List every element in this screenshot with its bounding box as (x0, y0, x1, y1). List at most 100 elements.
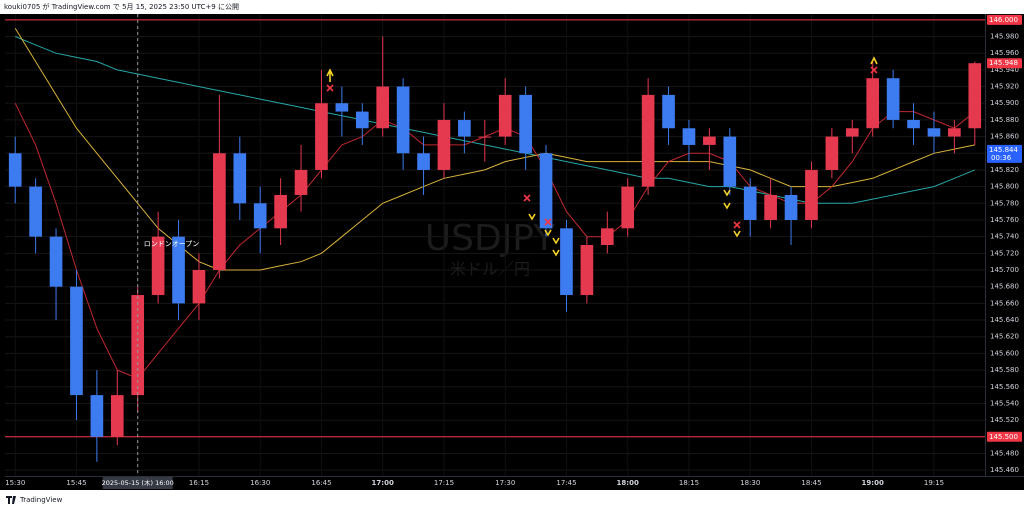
candle-body (437, 119, 451, 170)
signal-down (723, 189, 731, 210)
y-tick-label: 145.960 (990, 49, 1019, 57)
y-tick-label: 145.460 (990, 466, 1019, 474)
candle-body (825, 136, 839, 170)
candle-body (682, 128, 696, 145)
plot-layer: 145.460 145.480 145.500 145.520 145.540 145.5… (5, 14, 1022, 489)
y-tick-label: 145.680 (990, 283, 1019, 291)
y-tick-label: 145.660 (990, 299, 1019, 307)
y-tick-label: 145.920 (990, 83, 1019, 91)
candle-body (764, 194, 777, 220)
crosshair-label: 2025-05-15 (木) 16:00 (102, 478, 174, 487)
y-tick-label: 145.940 (990, 66, 1019, 74)
candle-body (580, 245, 594, 296)
candle-body (621, 186, 635, 229)
y-tick-label: 145.820 (990, 166, 1019, 174)
candle-body (560, 228, 573, 296)
candle-body (315, 103, 328, 170)
candle-body (29, 186, 42, 237)
candle-body (417, 153, 430, 170)
candle-body (845, 128, 859, 137)
candle-body (70, 286, 83, 396)
x-tick-label: 18:00 (617, 479, 639, 487)
ma-price-label-bg (987, 144, 1022, 163)
candle-body (151, 236, 165, 296)
x-tick-label: 17:00 (372, 479, 394, 487)
hline-label-bg (987, 431, 1022, 442)
watermark-description: 米ドル／円 (450, 260, 530, 279)
x-tick-label: 17:30 (495, 479, 515, 487)
x-tick-label: 16:45 (311, 479, 331, 487)
header-bar (0, 0, 1024, 14)
candle-body (600, 228, 614, 245)
candle-body (110, 395, 124, 437)
candle-body (253, 203, 267, 229)
candle-body (662, 94, 675, 129)
candle-body (233, 153, 247, 204)
y-tick-label: 145.760 (990, 216, 1019, 224)
y-tick-label: 145.980 (990, 33, 1019, 41)
candle-body (886, 78, 900, 120)
candle-body (478, 136, 492, 138)
annotation: ロンドンオープン (144, 240, 200, 248)
candle-body (355, 111, 369, 129)
candle-body (907, 119, 920, 129)
y-tick-label: 145.520 (990, 416, 1019, 424)
watermark-symbol: USDJPY (425, 218, 556, 259)
x-tick-label: 16:15 (189, 479, 209, 487)
hline-label: 146.000 (989, 16, 1018, 24)
y-tick-label: 145.880 (990, 116, 1019, 124)
y-tick-label: 145.640 (990, 316, 1019, 324)
y-tick-label: 145.740 (990, 233, 1019, 241)
candle-body (703, 136, 716, 145)
candle-body (519, 94, 532, 154)
candle-body (49, 236, 63, 287)
candle-body (335, 103, 349, 112)
x-tick-label: 17:45 (556, 479, 576, 487)
y-tick-label: 145.860 (990, 133, 1019, 141)
signal-x (326, 84, 334, 92)
x-tick-label: 18:30 (740, 479, 760, 487)
signal-up (326, 68, 334, 82)
hline-label-bg (987, 14, 1022, 25)
x-tick-label: 19:15 (924, 479, 944, 487)
candle-body (90, 395, 104, 437)
signal-up (870, 56, 878, 65)
candle-body (927, 128, 941, 137)
signal-down (552, 237, 560, 257)
candle-body (805, 169, 818, 220)
candle-body (968, 63, 982, 129)
signal-down (544, 229, 552, 237)
x-tick-label: 19:00 (862, 479, 884, 487)
candle-body (274, 194, 287, 229)
signal-x (870, 66, 878, 74)
header-text: kouki0705 が TradingView.com で 5月 15, 202… (4, 2, 239, 11)
y-tick-label: 145.620 (990, 333, 1019, 341)
hline-label: 145.500 (989, 433, 1018, 441)
signal-x (544, 218, 552, 226)
candle-body (8, 153, 22, 187)
candle-body (866, 78, 880, 129)
y-tick-label: 145.900 (990, 99, 1019, 107)
signal-markers (326, 56, 878, 257)
y-tick-label: 145.700 (990, 266, 1019, 274)
x-tick-label: 16:30 (250, 479, 270, 487)
footer-logo (6, 496, 16, 504)
candle-body (743, 186, 757, 220)
signal-down (733, 230, 741, 238)
y-tick-label: 145.480 (990, 449, 1019, 457)
x-tick-label: 15:45 (66, 479, 86, 487)
y-tick-label: 145.600 (990, 349, 1019, 357)
y-tick-label: 145.540 (990, 399, 1019, 407)
candle-body (784, 194, 798, 220)
candle-body (641, 94, 655, 187)
y-tick-label: 145.560 (990, 383, 1019, 391)
candle-body (192, 270, 206, 304)
candle-body (396, 86, 410, 154)
candle-body (498, 94, 512, 137)
x-tick-label: 15:30 (5, 479, 25, 487)
candle-body (948, 128, 961, 137)
y-tick-label: 145.800 (990, 183, 1019, 191)
signal-x (523, 194, 531, 202)
